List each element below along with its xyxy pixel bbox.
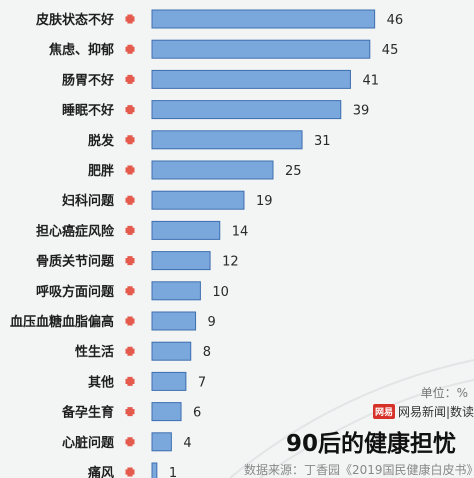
- category-label: 焦虑、抑郁: [48, 42, 114, 58]
- bar: [151, 251, 211, 271]
- value-label: 4: [183, 436, 191, 451]
- plus-icon: [125, 407, 135, 417]
- category-label: 血压血糖血脂偏高: [10, 314, 114, 330]
- value-label: 31: [314, 134, 331, 149]
- plus-icon: [125, 316, 135, 326]
- category-label: 脱发: [88, 133, 115, 149]
- plus-icon: [125, 225, 135, 235]
- plus-icon: [125, 195, 135, 205]
- plus-icon: [125, 105, 135, 115]
- source-note: 数据来源：丁香园《2019国民健康白皮书》: [244, 463, 474, 477]
- logo-text: 网易新闻|数读: [397, 405, 474, 419]
- value-label: 8: [203, 345, 211, 360]
- plus-icon: [125, 346, 135, 356]
- bar: [151, 130, 303, 150]
- category-label: 肠胃不好: [62, 72, 114, 88]
- bar: [151, 462, 158, 478]
- plus-icon: [125, 165, 135, 175]
- plus-icon: [125, 256, 135, 266]
- bar: [151, 160, 274, 180]
- value-label: 39: [353, 104, 370, 119]
- bar: [151, 100, 342, 120]
- bar: [151, 190, 245, 210]
- value-label: 7: [198, 375, 206, 390]
- bar: [151, 432, 172, 452]
- plus-icon: [125, 437, 135, 447]
- category-label: 妇科问题: [61, 193, 115, 209]
- value-label: 46: [387, 13, 404, 28]
- category-label: 心脏问题: [62, 435, 115, 451]
- bar: [151, 341, 192, 361]
- value-label: 9: [208, 315, 216, 330]
- category-label: 骨质关节问题: [36, 254, 115, 270]
- category-label: 性生活: [75, 344, 114, 360]
- value-label: 14: [232, 224, 249, 239]
- bar: [151, 220, 221, 240]
- category-label: 痛风: [87, 465, 114, 478]
- value-label: 19: [256, 194, 273, 209]
- value-label: 41: [362, 73, 379, 88]
- plus-icon: [125, 74, 135, 84]
- category-label: 睡眠不好: [62, 103, 114, 119]
- bar: [151, 39, 371, 59]
- logo-badge: 网易: [372, 404, 395, 419]
- bar: [151, 402, 182, 422]
- category-label: 其他: [88, 374, 114, 390]
- value-label: 12: [222, 255, 239, 270]
- bar: [151, 281, 201, 301]
- plus-icon: [125, 376, 135, 386]
- category-label: 肥胖: [88, 163, 114, 179]
- bar: [151, 371, 187, 391]
- plus-icon: [125, 467, 135, 477]
- category-label: 备孕生育: [61, 405, 114, 421]
- brand-logo: 网易 网易新闻|数读: [372, 403, 474, 420]
- plus-icon: [125, 14, 135, 24]
- plus-icon: [125, 135, 135, 145]
- category-label: 皮肤状态不好: [35, 12, 114, 28]
- bar: [151, 9, 376, 29]
- value-label: 10: [212, 285, 229, 300]
- value-label: 25: [285, 164, 302, 179]
- value-label: 1: [169, 466, 177, 478]
- bar: [151, 69, 351, 89]
- unit-label: 单位：%: [420, 386, 468, 400]
- plus-icon: [125, 44, 135, 54]
- bar: [151, 311, 197, 331]
- category-label: 担心癌症风险: [36, 223, 115, 239]
- category-label: 呼吸方面问题: [36, 284, 115, 300]
- value-label: 6: [193, 406, 201, 421]
- plus-icon: [125, 286, 135, 296]
- value-label: 45: [382, 43, 399, 58]
- headline-title: 90后的健康担忧: [286, 431, 457, 457]
